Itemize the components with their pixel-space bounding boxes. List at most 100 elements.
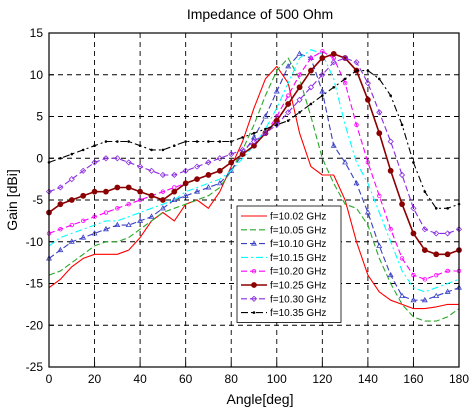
data-point: [399, 292, 406, 299]
data-point: [239, 151, 246, 157]
x-axis-label: Angle[deg]: [227, 391, 294, 407]
data-point: [125, 221, 132, 228]
data-point: [137, 217, 144, 223]
x-tick-label: 40: [133, 372, 147, 386]
data-point: [330, 142, 337, 148]
data-point: [205, 159, 212, 166]
data-point: [148, 192, 155, 199]
data-point: [285, 101, 292, 107]
data-point: [446, 207, 449, 210]
data-point: [410, 230, 417, 237]
data-point: [216, 179, 223, 186]
data-point: [332, 85, 336, 89]
data-point: [138, 144, 142, 148]
data-point: [126, 201, 131, 207]
data-point: [262, 113, 269, 119]
data-point: [184, 140, 187, 143]
data-point: [275, 123, 279, 127]
series-1: [48, 65, 459, 310]
data-point: [103, 188, 109, 195]
data-point: [330, 59, 337, 66]
data-point: [285, 109, 292, 116]
series-line: [48, 50, 459, 280]
data-point: [137, 197, 143, 203]
data-point: [296, 50, 303, 56]
data-point: [216, 155, 223, 162]
data-point: [127, 140, 131, 143]
data-point: [444, 230, 451, 237]
data-point: [137, 188, 144, 195]
data-point: [102, 155, 110, 162]
data-point: [150, 148, 153, 152]
data-point: [205, 172, 212, 178]
data-point: [137, 163, 144, 170]
data-point: [114, 184, 121, 191]
series-7: [45, 54, 463, 237]
data-point: [412, 161, 415, 164]
data-point: [343, 77, 347, 81]
data-point: [355, 69, 358, 72]
x-tick-label: 160: [403, 372, 423, 386]
data-point: [68, 197, 75, 203]
data-point: [93, 144, 96, 148]
y-tick-label: -10: [26, 235, 44, 249]
series-line: [48, 53, 460, 301]
legend-label: f=10.02 GHz: [270, 212, 326, 223]
data-point: [91, 188, 98, 195]
data-point: [103, 210, 109, 215]
data-point: [125, 184, 132, 191]
data-point: [398, 171, 406, 179]
data-point: [444, 288, 451, 294]
data-point: [433, 292, 440, 299]
legend-marker: [251, 269, 257, 274]
series-line: [48, 57, 460, 234]
series-line: [48, 49, 460, 293]
data-point: [115, 206, 120, 211]
data-point: [399, 201, 405, 208]
data-point: [205, 184, 212, 190]
data-point: [353, 59, 360, 66]
data-point: [114, 221, 121, 228]
data-point: [308, 67, 314, 74]
data-point: [354, 122, 359, 128]
data-point: [251, 142, 257, 149]
series-6: [46, 50, 462, 258]
y-tick-label: -25: [26, 360, 44, 374]
data-point: [319, 71, 326, 78]
data-point: [148, 213, 155, 219]
data-point: [57, 201, 64, 208]
data-point: [241, 136, 244, 139]
data-point: [80, 234, 87, 240]
y-tick-label: 15: [30, 26, 44, 40]
data-point: [194, 176, 200, 183]
data-point: [262, 130, 269, 137]
x-tick-label: 80: [225, 372, 239, 386]
data-point: [421, 247, 428, 254]
axis-ticks: [48, 32, 460, 368]
data-point: [81, 148, 85, 152]
data-point: [433, 251, 440, 258]
data-point: [91, 230, 98, 236]
data-point: [389, 94, 392, 97]
data-point: [421, 296, 428, 303]
data-point: [387, 167, 394, 174]
legend-marker: [251, 282, 257, 288]
data-point: [159, 205, 166, 211]
data-point: [252, 131, 256, 135]
data-point: [297, 72, 302, 77]
data-point: [102, 225, 109, 232]
x-tick-label: 120: [312, 372, 332, 386]
legend: f=10.02 GHz f=10.05 GHz f=10.10 GHz f=10.15…: [236, 205, 342, 323]
data-point: [422, 277, 428, 282]
data-point: [125, 159, 132, 166]
data-point: [319, 88, 326, 94]
data-point: [321, 94, 324, 97]
data-point: [377, 77, 381, 81]
series-line: [48, 57, 460, 322]
x-tick-label: 0: [46, 372, 53, 386]
series-line: [48, 65, 459, 310]
data-point: [307, 84, 315, 91]
x-tick-label: 60: [179, 372, 193, 386]
data-point: [308, 55, 314, 61]
